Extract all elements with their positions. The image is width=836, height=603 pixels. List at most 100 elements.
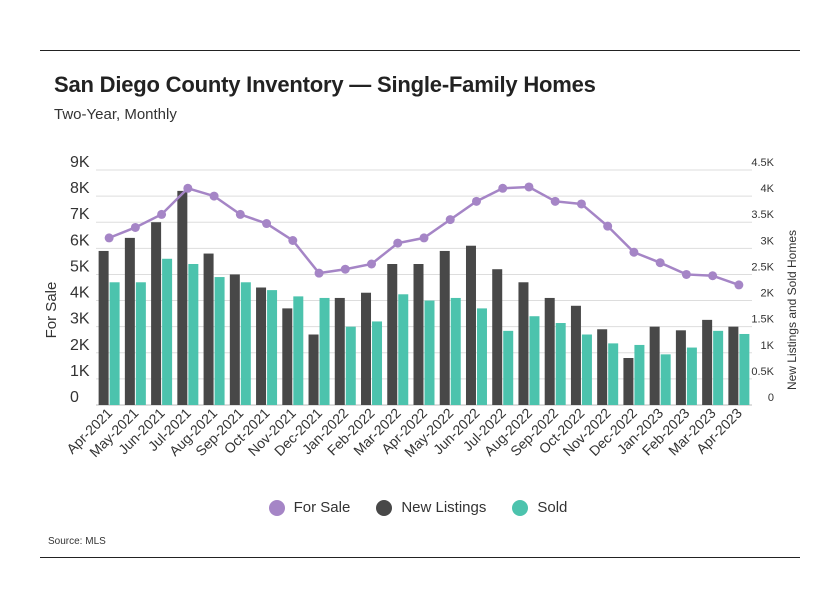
point-for-sale — [262, 219, 272, 229]
y-right-tick-label: 3.5K — [751, 209, 774, 221]
bar-new-listings — [728, 326, 739, 405]
top-rule — [40, 50, 800, 51]
bar-sold — [503, 330, 514, 405]
y-right-tick-label: 3K — [761, 235, 775, 247]
point-for-sale — [314, 268, 324, 278]
bar-sold — [398, 294, 409, 405]
y-tick-label: 5K — [70, 258, 90, 275]
bar-sold — [634, 344, 645, 405]
y-tick-label: 9K — [70, 154, 90, 171]
point-for-sale — [629, 247, 639, 257]
legend-item-new-listings: New Listings — [376, 499, 486, 516]
y-right-tick-label: 0.5K — [751, 366, 774, 378]
bar-new-listings — [151, 222, 162, 405]
bar-sold — [319, 297, 330, 405]
y-tick-label: 1K — [70, 363, 90, 380]
y-tick-label: 7K — [70, 206, 90, 223]
y-tick-label: 4K — [70, 285, 90, 302]
point-for-sale — [235, 209, 245, 219]
chart-legend: For Sale New Listings Sold — [0, 499, 836, 516]
y-right-tick-label: 4.5K — [751, 157, 774, 169]
bar-new-listings — [98, 250, 109, 405]
point-for-sale — [681, 269, 691, 279]
bar-sold — [162, 258, 173, 405]
bar-new-listings — [177, 190, 188, 405]
chart-subtitle: Two-Year, Monthly — [54, 106, 177, 123]
bar-sold — [240, 282, 251, 405]
y-tick-label: 2K — [70, 337, 90, 354]
bar-sold — [109, 282, 120, 405]
point-for-sale — [367, 259, 377, 269]
bar-sold — [476, 308, 487, 405]
bar-sold — [555, 323, 566, 405]
bar-new-listings — [702, 319, 713, 405]
point-for-sale — [603, 221, 613, 231]
point-for-sale — [734, 280, 744, 290]
bar-new-listings — [387, 264, 398, 405]
point-for-sale — [104, 233, 114, 243]
bar-new-listings — [282, 308, 293, 405]
bar-sold — [188, 264, 199, 405]
bar-new-listings — [492, 269, 503, 405]
legend-swatch-for-sale — [268, 499, 285, 516]
point-for-sale — [550, 196, 560, 206]
y-tick-label: 8K — [70, 180, 90, 197]
y-tick-label: 3K — [70, 311, 90, 328]
point-for-sale — [445, 215, 455, 225]
bar-new-listings — [465, 245, 476, 405]
bar-sold — [135, 282, 146, 405]
bar-sold — [424, 300, 435, 405]
point-for-sale — [393, 238, 403, 248]
bar-new-listings — [649, 326, 660, 405]
y-tick-label: 0 — [70, 389, 79, 406]
bar-new-listings — [308, 334, 319, 405]
legend-item-for-sale: For Sale — [268, 499, 351, 516]
y-right-tick-label: 4K — [761, 183, 775, 195]
point-for-sale — [576, 199, 586, 209]
bar-new-listings — [124, 237, 135, 405]
bar-new-listings — [518, 282, 529, 405]
bar-new-listings — [675, 330, 686, 405]
point-for-sale — [288, 236, 298, 245]
bar-new-listings — [413, 264, 424, 405]
point-for-sale — [157, 209, 167, 219]
point-for-sale — [524, 182, 534, 192]
y-right-tick-label: 2K — [761, 288, 775, 300]
bar-new-listings — [544, 297, 555, 405]
point-for-sale — [708, 271, 718, 281]
bar-sold — [267, 290, 278, 405]
y-right-tick-label: 1.5K — [751, 314, 774, 326]
legend-item-sold: Sold — [512, 499, 567, 516]
point-for-sale — [471, 196, 481, 206]
bottom-rule — [40, 557, 800, 558]
bar-sold — [450, 297, 461, 405]
y-right-tick-label: 1K — [761, 340, 775, 352]
bar-sold — [608, 343, 619, 405]
legend-swatch-sold — [512, 499, 529, 516]
bar-sold — [529, 316, 540, 405]
y-right-axis-label: New Listings and Sold Homes — [785, 230, 799, 390]
bar-new-listings — [597, 329, 608, 405]
source-note: Source: MLS — [48, 536, 106, 547]
bar-new-listings — [256, 287, 267, 405]
point-for-sale — [340, 264, 350, 274]
point-for-sale — [655, 258, 665, 268]
bar-sold — [686, 347, 697, 405]
y-right-tick-label: 2.5K — [751, 261, 774, 273]
legend-label-sold: Sold — [537, 499, 568, 516]
point-for-sale — [130, 222, 140, 232]
bar-new-listings — [623, 358, 634, 405]
bar-new-listings — [203, 253, 214, 405]
point-for-sale — [209, 191, 219, 201]
bar-sold — [581, 334, 592, 405]
bar-new-listings — [361, 292, 372, 405]
legend-label-for-sale: For Sale — [293, 499, 351, 516]
bar-sold — [214, 277, 225, 405]
bar-new-listings — [570, 305, 581, 405]
bar-sold — [739, 333, 750, 405]
bar-sold — [372, 321, 383, 405]
bar-new-listings — [334, 297, 345, 405]
legend-label-new-listings: New Listings — [401, 499, 487, 516]
bar-new-listings — [439, 250, 450, 405]
